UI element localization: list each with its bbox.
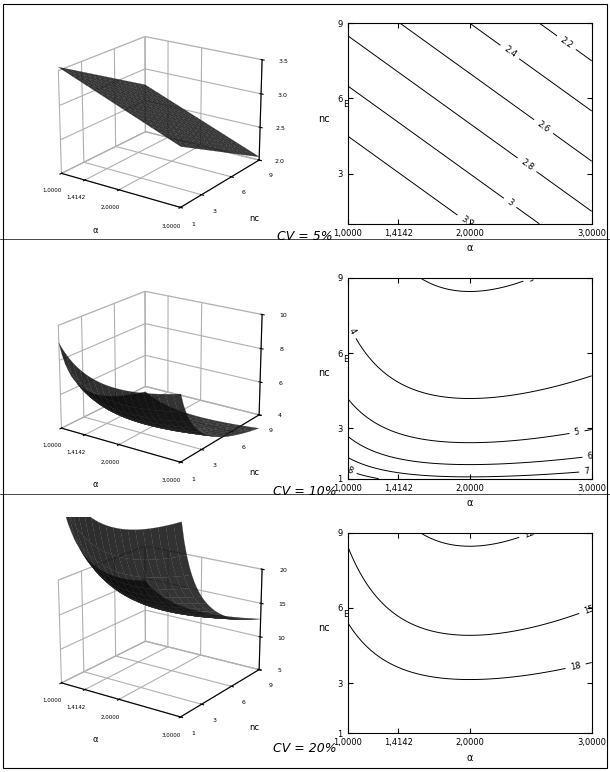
X-axis label: α: α xyxy=(93,225,98,235)
Text: 4: 4 xyxy=(347,327,357,336)
Text: 2.4: 2.4 xyxy=(502,45,518,59)
Text: CV = 20%: CV = 20% xyxy=(273,742,337,755)
Y-axis label: nc: nc xyxy=(249,723,259,732)
Y-axis label: nc: nc xyxy=(249,469,259,477)
Y-axis label: nc: nc xyxy=(249,214,259,222)
Text: 8: 8 xyxy=(345,466,353,476)
X-axis label: α: α xyxy=(467,753,473,763)
Text: CV = 5%: CV = 5% xyxy=(277,230,333,243)
Text: 6: 6 xyxy=(587,452,594,461)
Y-axis label: nc: nc xyxy=(318,113,329,124)
X-axis label: α: α xyxy=(467,243,473,253)
X-axis label: α: α xyxy=(467,498,473,508)
Text: 5: 5 xyxy=(573,427,580,437)
Text: 2.6: 2.6 xyxy=(536,119,551,134)
Text: 2.2: 2.2 xyxy=(559,36,575,50)
Text: 3.2: 3.2 xyxy=(459,215,475,229)
Text: CV = 10%: CV = 10% xyxy=(273,485,337,498)
Text: 7: 7 xyxy=(584,467,590,476)
Y-axis label: nc: nc xyxy=(318,623,329,633)
Text: 2.8: 2.8 xyxy=(519,157,535,172)
Text: 3: 3 xyxy=(526,273,534,283)
X-axis label: α: α xyxy=(93,480,98,489)
Text: 15: 15 xyxy=(583,604,595,616)
Text: 18: 18 xyxy=(570,661,582,672)
X-axis label: α: α xyxy=(93,735,98,744)
Text: 3: 3 xyxy=(505,198,515,208)
Text: 12: 12 xyxy=(522,528,536,540)
Y-axis label: nc: nc xyxy=(318,368,329,378)
